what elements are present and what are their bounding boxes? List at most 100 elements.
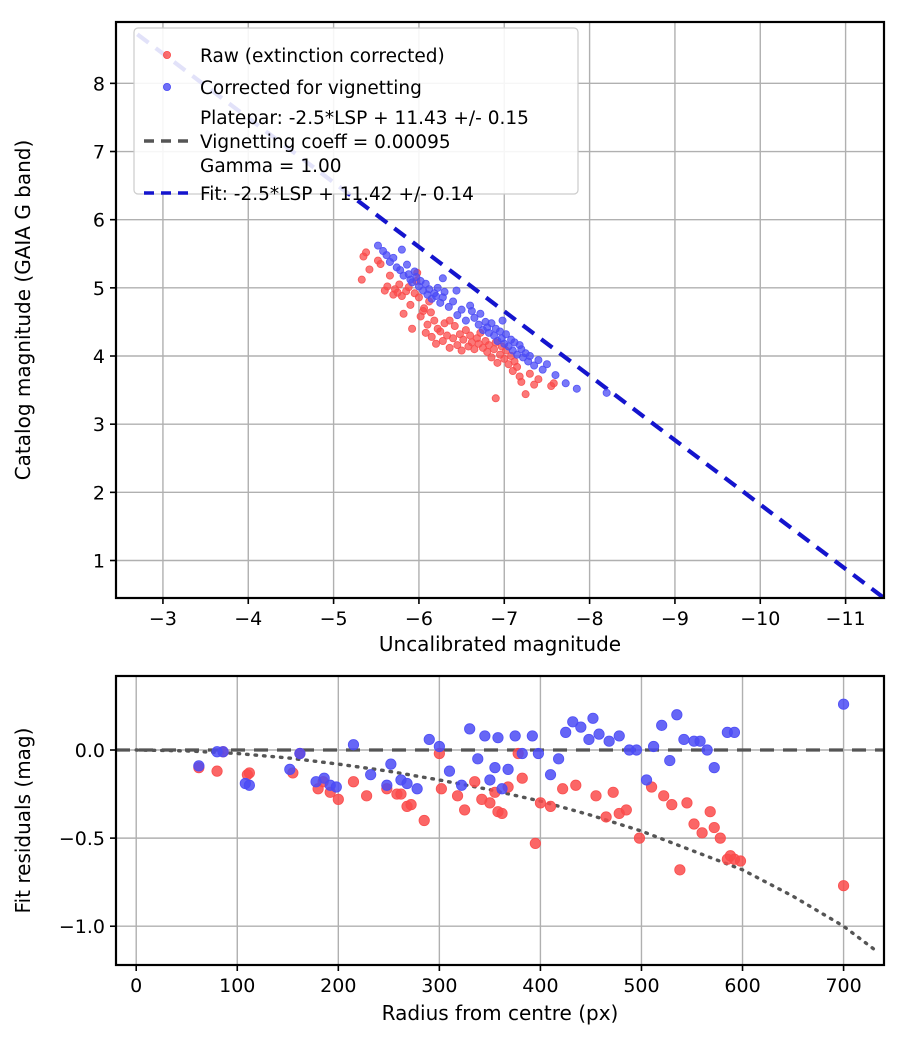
bottom-xtick-label: 500 [623,975,659,997]
data-point [318,772,330,784]
top-xtick-label: −3 [149,608,177,630]
data-point [704,806,716,818]
data-point [399,309,408,318]
data-point [498,316,507,325]
top-ytick-label: 5 [93,278,105,300]
data-point [530,361,539,370]
top-ytick-label: 7 [93,142,105,164]
data-point [714,832,726,844]
data-point [450,322,459,331]
top-xaxis-label: Uncalibrated magnitude [379,632,621,656]
data-point [572,384,581,393]
data-point [529,837,541,850]
data-point [602,388,611,397]
data-point [593,728,605,740]
data-point [408,278,417,287]
data-point [640,774,653,786]
data-point [459,335,468,344]
top-ytick-label: 8 [93,73,105,95]
data-point [452,286,461,295]
top-xtick-label: −11 [826,608,866,630]
data-point [590,790,602,802]
legend-box [133,27,579,195]
data-point [688,818,700,830]
residuals-panel: 0 100 200 300 400 500 600 700 0.0 −0.5 −1.0 Radius … [11,674,886,1025]
data-point [620,804,632,816]
data-point [243,767,255,779]
bottom-ytick-label: −1.0 [59,916,105,938]
data-point [484,341,493,350]
data-point [464,723,476,735]
top-xtick-label: −9 [661,608,689,630]
data-point [544,769,557,781]
data-point [474,320,483,329]
data-point [395,788,407,800]
data-point [211,765,223,777]
data-point [408,324,417,333]
data-point [490,345,499,354]
data-point [575,721,587,733]
data-point [449,334,458,343]
residual-series-corrected [193,698,850,795]
data-point [613,730,625,742]
panel-frame [114,674,886,967]
data-point [734,855,747,867]
data-point [423,320,432,329]
data-point [501,330,510,339]
top-xtick-label: −5 [320,608,348,630]
data-point [696,827,708,839]
data-point [389,253,398,262]
vignetting-model-curve [134,748,876,951]
data-point [373,256,382,265]
data-point [445,316,454,325]
data-point [433,283,442,292]
data-point [443,765,456,777]
data-point [381,779,393,791]
data-point [418,814,430,827]
data-point [243,779,255,791]
data-point [427,332,436,341]
data-point [570,779,582,791]
data-point [449,297,458,306]
bottom-xaxis-label: Radius from centre (px) [382,1001,619,1025]
data-point [469,776,481,788]
data-point [294,747,306,760]
data-point [433,740,445,753]
data-point [431,339,440,348]
data-point [438,337,447,346]
top-xtick-label: −4 [234,608,262,630]
data-point [193,760,205,772]
data-point [382,251,391,260]
data-point [534,356,543,365]
bottom-xtick-label: 100 [219,975,255,997]
bottom-ytick-label: −0.5 [59,828,105,850]
data-point [630,744,643,756]
data-point [502,763,514,775]
data-point [647,740,660,753]
data-point [436,327,445,336]
data-point [472,753,484,765]
data-point [440,287,449,296]
data-point [837,880,850,892]
data-point [421,328,430,337]
data-point [600,811,612,823]
data-point [666,799,678,811]
legend-entry-label: Gamma = 1.00 [200,156,342,177]
data-point [489,762,501,774]
data-point [525,352,534,361]
data-point [426,308,435,317]
data-point [397,245,406,254]
data-point [461,316,470,325]
data-point [681,797,693,809]
data-point [607,786,619,798]
data-point [487,353,496,362]
data-point [516,772,528,784]
top-xtick-label: −10 [740,608,780,630]
bottom-xtick-label: 0 [130,975,142,997]
data-point [425,285,434,294]
data-point [479,730,491,742]
data-point [551,371,560,380]
data-point [603,735,615,747]
data-point [534,375,543,384]
